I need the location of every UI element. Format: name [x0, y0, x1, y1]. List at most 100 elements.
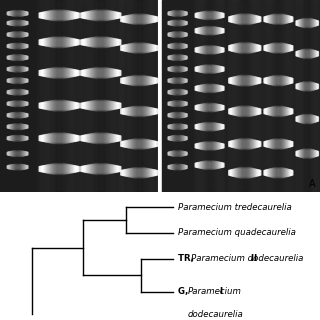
- FancyBboxPatch shape: [46, 12, 73, 19]
- FancyBboxPatch shape: [201, 46, 218, 53]
- FancyBboxPatch shape: [54, 36, 64, 48]
- FancyBboxPatch shape: [203, 27, 217, 34]
- FancyBboxPatch shape: [234, 108, 255, 115]
- FancyBboxPatch shape: [169, 33, 186, 36]
- FancyBboxPatch shape: [96, 163, 106, 175]
- FancyBboxPatch shape: [92, 133, 109, 143]
- FancyBboxPatch shape: [169, 21, 186, 25]
- FancyBboxPatch shape: [89, 101, 112, 110]
- FancyBboxPatch shape: [41, 135, 77, 141]
- Bar: [162, 0, 320, 192]
- FancyBboxPatch shape: [8, 68, 27, 71]
- FancyBboxPatch shape: [229, 141, 261, 147]
- FancyBboxPatch shape: [177, 112, 179, 119]
- FancyBboxPatch shape: [296, 21, 318, 25]
- FancyBboxPatch shape: [15, 20, 20, 26]
- FancyBboxPatch shape: [98, 36, 104, 48]
- FancyBboxPatch shape: [128, 169, 150, 177]
- FancyBboxPatch shape: [272, 14, 284, 24]
- FancyBboxPatch shape: [169, 44, 186, 48]
- FancyBboxPatch shape: [125, 141, 153, 147]
- FancyBboxPatch shape: [96, 100, 106, 111]
- FancyBboxPatch shape: [128, 140, 150, 148]
- FancyBboxPatch shape: [171, 78, 184, 83]
- FancyBboxPatch shape: [230, 170, 260, 176]
- FancyBboxPatch shape: [10, 56, 25, 60]
- FancyBboxPatch shape: [168, 22, 187, 24]
- FancyBboxPatch shape: [171, 102, 185, 106]
- FancyBboxPatch shape: [236, 107, 254, 116]
- FancyBboxPatch shape: [11, 90, 25, 94]
- FancyBboxPatch shape: [271, 168, 286, 177]
- FancyBboxPatch shape: [9, 56, 26, 59]
- FancyBboxPatch shape: [10, 165, 25, 169]
- FancyBboxPatch shape: [12, 101, 24, 106]
- Bar: [40, 0, 78, 192]
- FancyBboxPatch shape: [8, 114, 27, 117]
- FancyBboxPatch shape: [304, 49, 310, 59]
- FancyBboxPatch shape: [275, 167, 282, 178]
- FancyBboxPatch shape: [177, 135, 179, 142]
- FancyBboxPatch shape: [233, 44, 257, 52]
- FancyBboxPatch shape: [127, 15, 151, 23]
- FancyBboxPatch shape: [87, 38, 114, 46]
- FancyBboxPatch shape: [269, 15, 288, 23]
- Bar: [198, 0, 221, 192]
- FancyBboxPatch shape: [9, 68, 26, 71]
- FancyBboxPatch shape: [125, 16, 153, 22]
- FancyBboxPatch shape: [56, 100, 62, 112]
- FancyBboxPatch shape: [14, 124, 21, 130]
- FancyBboxPatch shape: [86, 69, 116, 76]
- FancyBboxPatch shape: [268, 108, 289, 115]
- Bar: [92, 0, 109, 192]
- FancyBboxPatch shape: [234, 169, 255, 177]
- FancyBboxPatch shape: [298, 20, 316, 26]
- FancyBboxPatch shape: [8, 152, 27, 155]
- FancyBboxPatch shape: [130, 140, 148, 148]
- FancyBboxPatch shape: [196, 48, 223, 52]
- Bar: [51, 0, 68, 192]
- FancyBboxPatch shape: [13, 151, 22, 156]
- FancyBboxPatch shape: [277, 75, 280, 87]
- FancyBboxPatch shape: [171, 113, 184, 117]
- FancyBboxPatch shape: [175, 150, 180, 157]
- FancyBboxPatch shape: [264, 142, 293, 146]
- FancyBboxPatch shape: [177, 54, 179, 61]
- FancyBboxPatch shape: [135, 106, 144, 117]
- FancyBboxPatch shape: [277, 42, 280, 54]
- FancyBboxPatch shape: [204, 142, 216, 150]
- FancyBboxPatch shape: [200, 143, 219, 149]
- FancyBboxPatch shape: [239, 14, 250, 25]
- FancyBboxPatch shape: [175, 135, 180, 141]
- Bar: [236, 0, 254, 192]
- FancyBboxPatch shape: [11, 55, 25, 60]
- FancyBboxPatch shape: [302, 49, 312, 58]
- FancyBboxPatch shape: [13, 112, 22, 118]
- FancyBboxPatch shape: [276, 13, 281, 25]
- FancyBboxPatch shape: [122, 141, 156, 147]
- FancyBboxPatch shape: [14, 78, 21, 84]
- FancyBboxPatch shape: [170, 68, 186, 71]
- FancyBboxPatch shape: [49, 38, 69, 47]
- FancyBboxPatch shape: [237, 76, 253, 85]
- FancyBboxPatch shape: [87, 12, 114, 19]
- FancyBboxPatch shape: [175, 100, 180, 107]
- FancyBboxPatch shape: [201, 66, 218, 72]
- FancyBboxPatch shape: [242, 42, 247, 54]
- FancyBboxPatch shape: [175, 66, 180, 72]
- FancyBboxPatch shape: [173, 11, 182, 16]
- FancyBboxPatch shape: [128, 76, 150, 85]
- FancyBboxPatch shape: [12, 67, 24, 71]
- FancyBboxPatch shape: [46, 134, 73, 142]
- Text: II: II: [248, 254, 257, 263]
- FancyBboxPatch shape: [10, 67, 25, 71]
- FancyBboxPatch shape: [172, 151, 183, 156]
- FancyBboxPatch shape: [200, 85, 219, 92]
- Bar: [124, 0, 154, 192]
- FancyBboxPatch shape: [99, 67, 102, 79]
- FancyBboxPatch shape: [170, 125, 186, 128]
- FancyBboxPatch shape: [176, 54, 179, 61]
- FancyBboxPatch shape: [99, 163, 102, 175]
- FancyBboxPatch shape: [172, 21, 183, 25]
- FancyBboxPatch shape: [125, 170, 153, 176]
